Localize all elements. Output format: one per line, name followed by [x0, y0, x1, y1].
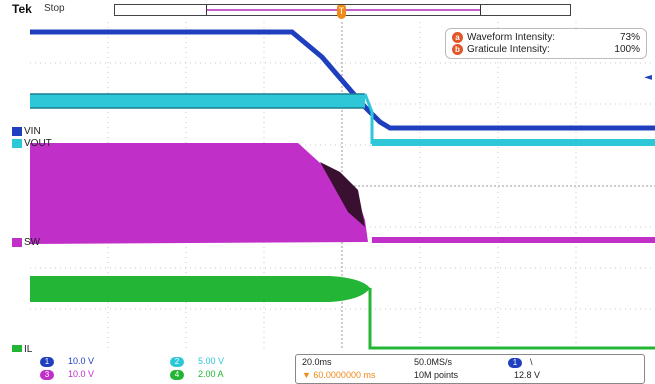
title-bar: Tek Stop T [0, 0, 655, 20]
sample-rate-readout: 50.0MS/s [414, 357, 453, 367]
intensity-panel: a Waveform Intensity: 73% b Graticule In… [445, 28, 647, 59]
waveform-intensity-knob-icon: a [452, 32, 463, 43]
ch4-marker-icon [12, 344, 22, 354]
ch2-marker-icon [12, 138, 22, 148]
ch3-reference-label[interactable]: SW [12, 237, 40, 248]
ch4-waveform [30, 276, 370, 302]
ch4-scale[interactable]: 4 2.00 A [170, 368, 224, 380]
trigger-source-badge: 1 [508, 357, 522, 368]
ch1-reference-label[interactable]: VIN [12, 126, 41, 137]
ch2-badge: 2 [170, 356, 184, 367]
ch3-badge: 3 [40, 369, 54, 380]
trigger-slope-icon: \ [530, 357, 533, 367]
ch3-scale[interactable]: 3 10.0 V [40, 368, 94, 380]
ch2-reference-label[interactable]: VOUT [12, 138, 52, 149]
status-bar: 1 10.0 V 3 10.0 V 2 5.00 V 4 2.00 A 20.0ms ▼… [0, 352, 655, 384]
trigger-level-readout: 12.8 V [514, 370, 541, 380]
ch3-marker-icon [12, 237, 22, 247]
record-length-readout: 10M points [414, 370, 459, 380]
ch4-reference-label[interactable]: IL [12, 344, 32, 355]
trigger-position-marker[interactable]: T [337, 5, 346, 19]
waveform-intensity-value: 73% [619, 32, 640, 43]
trigger-source-readout: 1 \ [508, 356, 533, 368]
ch1-marker-icon [12, 126, 22, 136]
waveform-intensity-row[interactable]: a Waveform Intensity: 73% [452, 32, 642, 44]
brand-logo: Tek [12, 2, 32, 16]
graticule-intensity-value: 100% [614, 44, 640, 55]
timebase-readout: 20.0ms [302, 357, 332, 367]
trigger-level-arrow-icon: ◄ [644, 72, 652, 83]
ch1-scale[interactable]: 1 10.0 V [40, 355, 94, 367]
acquisition-panel[interactable]: 20.0ms ▼ 60.0000000 ms 50.0MS/s 10M poin… [295, 354, 645, 384]
waveform-graticule[interactable] [30, 22, 655, 350]
ch1-badge: 1 [40, 356, 54, 367]
ch2-waveform-band [30, 94, 365, 108]
graticule-intensity-knob-icon: b [452, 44, 463, 55]
horizontal-position-readout: ▼ 60.0000000 ms [302, 370, 376, 380]
graticule-intensity-label: Graticule Intensity: [467, 44, 550, 55]
ch2-scale[interactable]: 2 5.00 V [170, 355, 224, 367]
waveform-intensity-label: Waveform Intensity: [467, 32, 555, 43]
graticule-intensity-row[interactable]: b Graticule Intensity: 100% [452, 44, 642, 56]
waveform-display [30, 22, 655, 350]
ch4-badge: 4 [170, 369, 184, 380]
run-state[interactable]: Stop [44, 3, 65, 14]
ch3-waveform [30, 143, 368, 244]
